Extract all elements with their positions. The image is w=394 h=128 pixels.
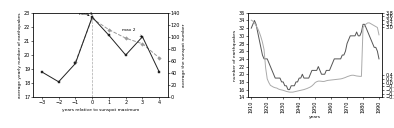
Text: max 2: max 2	[123, 28, 142, 36]
Y-axis label: number of earthquakes: number of earthquakes	[232, 29, 236, 81]
Y-axis label: average yearly number of earthquakes: average yearly number of earthquakes	[18, 12, 22, 98]
X-axis label: years relative to sunspot maximum: years relative to sunspot maximum	[62, 108, 139, 112]
X-axis label: years: years	[309, 115, 321, 119]
Y-axis label: average the sunspot number: average the sunspot number	[182, 23, 186, 87]
Text: max 1: max 1	[79, 12, 92, 16]
